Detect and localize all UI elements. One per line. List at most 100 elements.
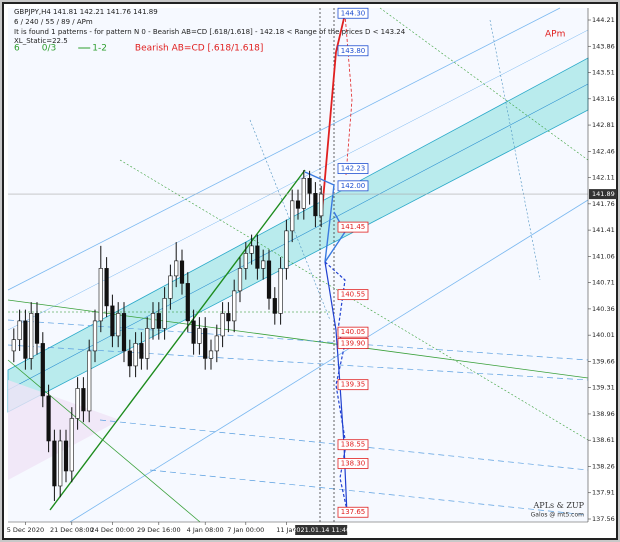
level-label: 142.23 xyxy=(341,165,366,173)
y-tick-label: 142.11 xyxy=(592,174,615,182)
candle-body xyxy=(133,343,138,367)
level-line xyxy=(7,319,589,361)
level-box xyxy=(337,338,369,349)
candle-body xyxy=(179,260,185,284)
legend-entry: 0/3 xyxy=(42,44,56,54)
x-tick-label: 4 Jan 08:00 xyxy=(187,526,224,534)
candle-body xyxy=(266,260,272,299)
candle-body xyxy=(98,268,103,322)
candle-body xyxy=(46,395,51,442)
y-tick-label: 143.86 xyxy=(592,42,615,50)
x-tick-label: 21 Dec 08:00 xyxy=(50,526,94,534)
candle-body xyxy=(226,313,231,322)
candle-body xyxy=(121,313,127,352)
legend-entry: 1-2 xyxy=(92,44,107,54)
y-tick-label: 144.21 xyxy=(592,16,615,24)
candle-body xyxy=(92,320,98,352)
candle-body xyxy=(261,260,266,269)
candle-body xyxy=(214,335,219,352)
level-label: 138.30 xyxy=(341,459,366,467)
trend-line xyxy=(7,299,589,379)
data-layer xyxy=(8,170,588,501)
footer: Galos @ mt5.com xyxy=(531,512,584,519)
level-box xyxy=(337,163,369,174)
y-tick-label: 138.96 xyxy=(592,410,615,418)
footer: APLs & ZUP xyxy=(533,501,585,510)
level-box xyxy=(337,221,369,233)
candle-body xyxy=(313,193,318,217)
last-price-label: 141.89 xyxy=(592,190,615,198)
level-box xyxy=(337,7,369,19)
y-tick-label: 143.51 xyxy=(592,69,615,77)
candle-body xyxy=(17,320,22,340)
channel-outer xyxy=(7,7,561,291)
x-tick-label: 5 Dec 2020 xyxy=(7,526,44,534)
last-price-box xyxy=(589,189,617,200)
candle-body xyxy=(168,275,173,299)
header-line: XL_Static=22.5 xyxy=(14,37,68,45)
candle-body xyxy=(52,440,57,487)
candle-body xyxy=(220,313,225,337)
y-tick-label: 137.91 xyxy=(592,489,615,497)
header-line: GBPJPY,H4 141.81 142.21 141.76 141.89 xyxy=(14,8,158,16)
candle-body xyxy=(284,230,289,269)
projection-zigzag xyxy=(324,261,349,516)
candle-body xyxy=(81,388,86,412)
level-line xyxy=(149,469,589,516)
level-box xyxy=(337,458,369,469)
y-tick-label: 141.06 xyxy=(592,252,615,260)
channel-mid xyxy=(7,83,589,391)
candle-body xyxy=(40,343,45,397)
level-label: 144.30 xyxy=(341,9,366,17)
y-tick-label: 140.01 xyxy=(592,331,615,339)
level-box xyxy=(337,439,369,451)
candle-body xyxy=(75,388,80,419)
candle-body xyxy=(69,418,74,472)
y-tick-label: 141.41 xyxy=(592,226,615,234)
candle-body xyxy=(249,245,254,254)
y-tick-label: 140.36 xyxy=(592,305,615,313)
candle-body xyxy=(272,298,277,314)
x-tick-label: 7 Jan 00:00 xyxy=(227,526,264,534)
candle-body xyxy=(174,260,179,277)
candle-body xyxy=(58,440,63,487)
cursor-time-label: 2021.01.14 11:46 xyxy=(292,526,350,534)
level-line xyxy=(7,344,589,381)
level-box xyxy=(337,45,369,57)
level-label: 139.90 xyxy=(341,339,366,347)
level-box xyxy=(337,379,369,391)
candle-body xyxy=(290,200,295,232)
shade xyxy=(8,380,120,480)
y-tick-label: 142.46 xyxy=(592,147,615,155)
legend-entry: 6 xyxy=(14,44,20,54)
candle-body xyxy=(191,320,196,344)
candle-body xyxy=(162,298,167,329)
level-label: 143.80 xyxy=(341,47,366,55)
candle-body xyxy=(197,328,202,344)
trend-line xyxy=(7,359,201,523)
candle-body xyxy=(295,200,301,209)
candle-body xyxy=(301,178,306,209)
level-box xyxy=(337,506,369,518)
cursor-time-box xyxy=(295,525,348,535)
y-tick-label: 143.16 xyxy=(592,95,615,103)
trend-line xyxy=(49,169,306,511)
y-tick-label: 141.76 xyxy=(592,200,615,208)
header-line: 6 / 240 / 55 / 89 / APm xyxy=(14,18,93,26)
level-box xyxy=(337,180,369,192)
candle-body xyxy=(145,328,150,359)
candle-body xyxy=(307,178,312,194)
candle-body xyxy=(255,245,260,269)
level-label: 137.65 xyxy=(341,508,366,516)
candle-body xyxy=(11,339,16,352)
plot-area xyxy=(8,8,588,522)
candle-body xyxy=(87,350,92,412)
candle-body xyxy=(319,193,324,217)
legend-entry: Bearish AB=CD [.618/1.618] xyxy=(135,44,264,54)
y-tick-label: 139.31 xyxy=(592,384,615,392)
candle-body xyxy=(156,313,161,329)
candle-body xyxy=(150,313,156,329)
candle-body xyxy=(29,313,34,359)
level-label: 139.35 xyxy=(341,381,366,389)
y-tick-label: 140.71 xyxy=(592,279,615,287)
